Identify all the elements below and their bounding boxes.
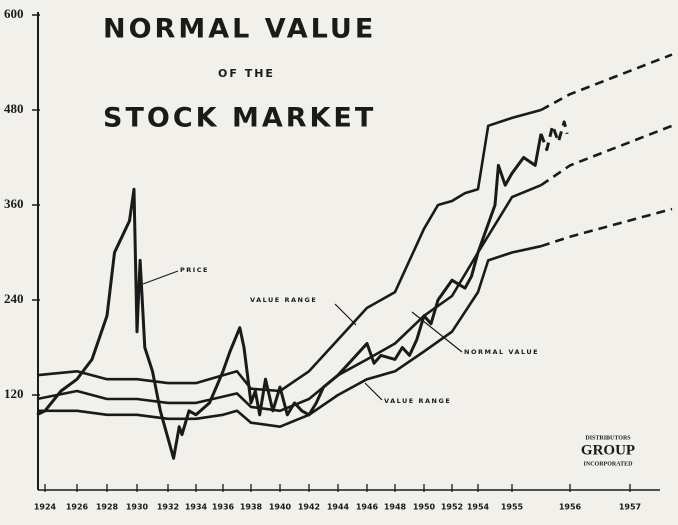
x-tick-label: 1955	[501, 503, 524, 512]
x-tick-label: 1948	[384, 503, 407, 512]
series-line	[36, 133, 543, 460]
x-tick-label: 1928	[96, 503, 119, 512]
logo-text: DISTRIBUTORS	[585, 435, 631, 441]
y-tick-label: 600	[4, 6, 24, 21]
x-tick-label: 1952	[441, 503, 463, 512]
leader-line	[142, 270, 179, 285]
x-tick-label: 1930	[126, 503, 149, 512]
x-tick-label: 1924	[34, 503, 57, 512]
logo-text: INCORPORATED	[584, 461, 634, 467]
y-tick-label: 120	[4, 386, 24, 401]
x-tick-label: 1954	[467, 503, 490, 512]
projection-line	[540, 124, 673, 187]
y-tick-label: 480	[4, 101, 24, 116]
projection-line	[540, 53, 673, 112]
projection-line	[540, 207, 673, 248]
y-tick-label: 360	[4, 196, 24, 211]
x-tick-label: 1932	[157, 503, 179, 512]
series-line	[37, 244, 542, 428]
annotation: VALUE RANGE	[250, 296, 317, 304]
x-tick-label: 1957	[619, 503, 641, 512]
y-tick-label: 240	[4, 291, 24, 306]
x-tick-label: 1956	[559, 503, 582, 512]
x-tick-label: 1940	[269, 503, 292, 512]
x-tick-label: 1946	[356, 503, 379, 512]
annotation: NORMAL VALUE	[464, 348, 539, 356]
series-line	[36, 183, 542, 413]
x-tick-label: 1936	[212, 503, 235, 512]
chart-title: NORMAL VALUE	[103, 14, 376, 45]
projection-line	[539, 120, 569, 152]
x-tick-label: 1926	[66, 503, 89, 512]
x-tick-label: 1938	[240, 503, 263, 512]
x-tick-label: 1944	[327, 503, 350, 512]
chart-title: STOCK MARKET	[103, 103, 376, 134]
chart-title: OF THE	[218, 67, 275, 80]
x-tick-label: 1934	[185, 503, 208, 512]
annotation: VALUE RANGE	[384, 397, 451, 405]
x-tick-label: 1950	[413, 503, 436, 512]
annotation: PRICE	[180, 266, 209, 274]
x-tick-label: 1942	[298, 503, 320, 512]
leader-lines	[142, 270, 463, 401]
leader-line	[364, 382, 383, 401]
series-line	[36, 108, 542, 393]
logo-text: GROUP	[581, 442, 635, 458]
leader-line	[334, 303, 357, 326]
